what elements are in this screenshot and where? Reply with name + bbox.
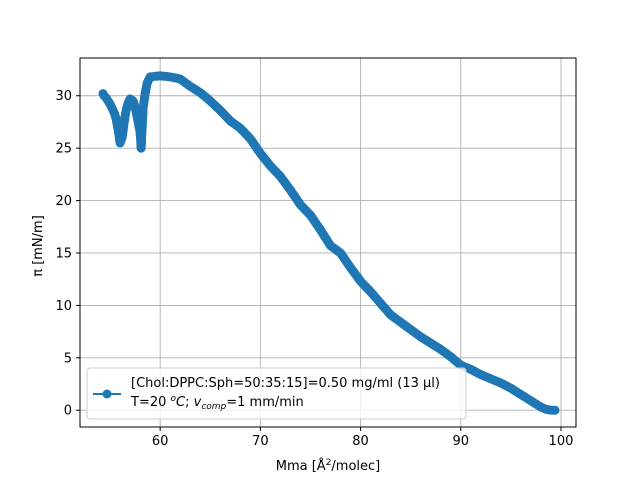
y-tick-label: 0 [64, 404, 72, 419]
legend-marker-sample [102, 389, 112, 399]
y-tick-label: 10 [55, 299, 72, 314]
legend-entry-text-line2: T=20 oC; vcomp=1 mm/min [130, 394, 304, 412]
x-tick-label: 70 [252, 434, 269, 449]
x-tick-label: 90 [452, 434, 469, 449]
x-tick-label: 80 [352, 434, 369, 449]
data-point [98, 89, 108, 99]
y-axis-ticks: 0 5 10 15 20 25 30 [55, 89, 80, 419]
y-tick-label: 5 [64, 351, 72, 366]
grid [80, 58, 576, 427]
x-axis-label: Mma [Å2/molec] [276, 458, 381, 474]
legend-entry-text: [Chol:DPPC:Sph=50:35:15]=0.50 mg/ml (13 … [131, 376, 440, 391]
series-points [98, 71, 560, 415]
legend: [Chol:DPPC:Sph=50:35:15]=0.50 mg/ml (13 … [86, 367, 467, 420]
legend-box [86, 367, 467, 420]
y-tick-label: 25 [55, 142, 72, 157]
plot-frame [79, 57, 577, 428]
y-tick-label: 15 [55, 246, 72, 261]
y-axis-label: π [mN/m] [31, 215, 46, 277]
x-tick-label: 100 [549, 434, 574, 449]
y-tick-label: 30 [55, 89, 72, 104]
x-tick-label: 60 [152, 434, 169, 449]
x-axis-ticks: 60 70 80 90 100 [152, 427, 573, 449]
y-tick-label: 20 [55, 194, 72, 209]
